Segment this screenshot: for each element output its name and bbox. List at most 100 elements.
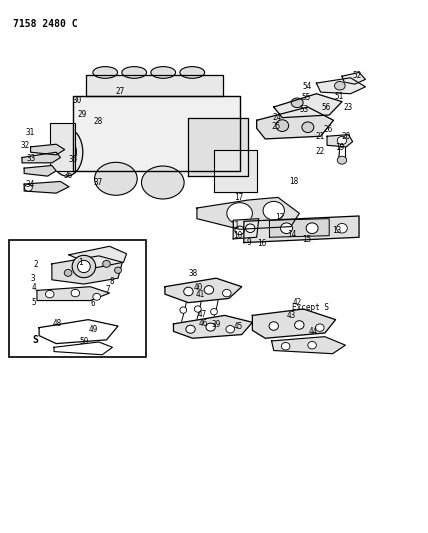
Text: 1: 1	[79, 258, 83, 266]
Text: 36: 36	[63, 171, 73, 180]
Ellipse shape	[115, 267, 122, 273]
Ellipse shape	[226, 326, 235, 333]
Polygon shape	[197, 197, 299, 229]
Ellipse shape	[151, 67, 175, 78]
Ellipse shape	[142, 166, 184, 199]
Text: 4: 4	[32, 282, 36, 292]
Polygon shape	[24, 165, 56, 176]
Text: 20: 20	[342, 132, 351, 141]
Ellipse shape	[246, 224, 255, 232]
Text: 19: 19	[335, 143, 344, 152]
Ellipse shape	[294, 321, 304, 329]
Ellipse shape	[24, 184, 32, 191]
Ellipse shape	[269, 322, 279, 330]
Text: 32: 32	[21, 141, 30, 150]
Ellipse shape	[206, 323, 215, 331]
Text: 43: 43	[287, 311, 296, 320]
Text: S: S	[32, 335, 38, 344]
Ellipse shape	[281, 343, 290, 350]
Ellipse shape	[337, 156, 347, 164]
Ellipse shape	[57, 138, 77, 167]
Ellipse shape	[223, 289, 231, 297]
Text: 9: 9	[247, 238, 251, 247]
Ellipse shape	[82, 328, 90, 335]
Ellipse shape	[64, 269, 72, 276]
Ellipse shape	[337, 223, 347, 233]
Text: 46: 46	[199, 319, 208, 328]
Ellipse shape	[77, 261, 90, 272]
Polygon shape	[86, 75, 223, 96]
Polygon shape	[272, 337, 345, 354]
Text: 13: 13	[332, 226, 342, 235]
Text: 26: 26	[324, 125, 333, 134]
Text: 55: 55	[301, 93, 311, 102]
Ellipse shape	[93, 67, 118, 78]
Ellipse shape	[54, 330, 62, 338]
Polygon shape	[173, 316, 253, 338]
Polygon shape	[73, 96, 240, 171]
Polygon shape	[22, 152, 60, 163]
Polygon shape	[342, 72, 366, 84]
Polygon shape	[233, 219, 259, 239]
Ellipse shape	[194, 306, 201, 312]
Text: 14: 14	[287, 230, 296, 239]
Text: 50: 50	[80, 337, 89, 346]
Text: 6: 6	[90, 299, 95, 308]
Text: 34: 34	[25, 180, 34, 189]
Ellipse shape	[184, 287, 193, 296]
Ellipse shape	[45, 290, 54, 298]
Text: 16: 16	[257, 239, 266, 248]
Text: 10: 10	[233, 231, 242, 240]
Ellipse shape	[291, 98, 303, 108]
Ellipse shape	[186, 325, 195, 333]
Ellipse shape	[335, 82, 345, 90]
Ellipse shape	[72, 255, 95, 278]
Text: 52: 52	[352, 70, 362, 79]
Polygon shape	[316, 78, 366, 94]
Ellipse shape	[93, 293, 101, 300]
Text: 48: 48	[52, 319, 62, 328]
Text: 17: 17	[234, 193, 244, 202]
Text: 40: 40	[193, 283, 203, 292]
Polygon shape	[253, 309, 336, 338]
Ellipse shape	[103, 261, 110, 267]
Text: 37: 37	[93, 178, 103, 187]
Ellipse shape	[315, 324, 324, 332]
Text: 27: 27	[116, 86, 125, 95]
Ellipse shape	[204, 286, 214, 294]
Text: 29: 29	[77, 110, 86, 119]
Text: 3: 3	[30, 273, 35, 282]
Polygon shape	[30, 144, 65, 155]
Text: 30: 30	[72, 96, 81, 105]
Text: 56: 56	[321, 102, 331, 111]
Text: 11: 11	[230, 221, 239, 230]
Text: 24: 24	[273, 113, 282, 122]
Text: Except S: Except S	[292, 303, 329, 312]
Text: 42: 42	[293, 297, 302, 306]
Ellipse shape	[180, 67, 205, 78]
Ellipse shape	[86, 345, 94, 352]
Bar	[50, 123, 75, 171]
Polygon shape	[39, 320, 118, 344]
Ellipse shape	[276, 120, 288, 132]
Ellipse shape	[235, 226, 244, 235]
Text: 39: 39	[211, 320, 221, 329]
Ellipse shape	[122, 67, 147, 78]
Text: 44: 44	[308, 327, 318, 336]
Text: 49: 49	[89, 325, 98, 334]
Text: 21: 21	[315, 132, 324, 141]
Polygon shape	[24, 181, 69, 193]
Ellipse shape	[337, 136, 347, 144]
Ellipse shape	[227, 203, 253, 224]
Text: 38: 38	[188, 269, 197, 278]
Polygon shape	[52, 256, 122, 284]
Ellipse shape	[71, 289, 80, 297]
Ellipse shape	[51, 128, 83, 176]
Ellipse shape	[308, 342, 316, 349]
Polygon shape	[214, 150, 257, 192]
Ellipse shape	[63, 346, 71, 353]
Text: 8: 8	[109, 277, 114, 286]
Polygon shape	[257, 107, 333, 139]
Text: 7158 2480 C: 7158 2480 C	[14, 19, 78, 29]
Ellipse shape	[211, 309, 217, 315]
